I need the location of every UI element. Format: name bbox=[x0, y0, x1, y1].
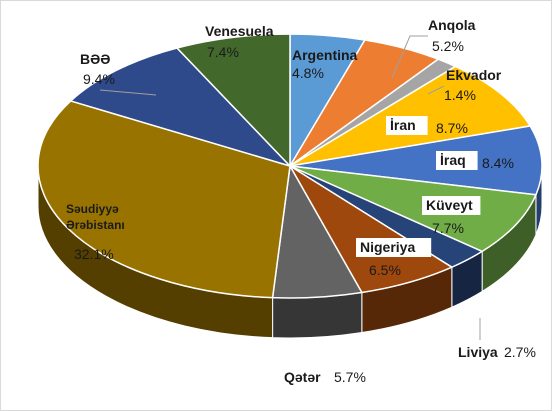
label-name-anqola: Anqola bbox=[428, 17, 476, 33]
pie-slices bbox=[37, 33, 543, 299]
label-name-kuveyt: Küveyt bbox=[426, 197, 473, 213]
pie-slice-kuveyt bbox=[289, 165, 537, 253]
label-value-iran: 8.7% bbox=[436, 120, 468, 136]
label-name-q-t-r: Qətər bbox=[284, 369, 321, 385]
label-box-kuveyt bbox=[422, 196, 481, 215]
label-name-s-udiyy-r-bistan-2: Ərəbistanı bbox=[66, 218, 125, 232]
label-value-iraq: 8.4% bbox=[482, 155, 514, 171]
label-name-nigeriya: Nigeriya bbox=[360, 239, 415, 255]
pie-slice-venesuela bbox=[176, 33, 291, 167]
label-box-nigeriya bbox=[356, 238, 432, 257]
label-box-iran bbox=[386, 116, 428, 135]
pie-slice-iraq bbox=[289, 125, 543, 196]
label-value-venesuela: 7.4% bbox=[207, 44, 239, 60]
label-value-ekvador: 1.4% bbox=[444, 87, 476, 103]
label-value-anqola: 5.2% bbox=[432, 38, 464, 54]
label-value-s-udiyy-r-bistan: 32.1% bbox=[74, 246, 114, 262]
label-value-kuveyt: 7.7% bbox=[432, 220, 464, 236]
label-value-q-t-r: 5.7% bbox=[334, 369, 366, 385]
pie-slice-b bbox=[69, 47, 291, 167]
label-name-liviya: Liviya bbox=[458, 344, 498, 360]
leader-line-anqola bbox=[391, 35, 428, 79]
label-name-s-udiyy-r-bistan-1: Səudiyyə bbox=[66, 202, 119, 216]
label-name-iraq: İraq bbox=[440, 152, 466, 168]
label-name-b: BƏƏ bbox=[80, 51, 110, 67]
label-name-iran: İran bbox=[390, 117, 416, 133]
label-value-b: 9.4% bbox=[83, 71, 115, 87]
label-value-liviya: 2.7% bbox=[504, 344, 536, 360]
label-value-nigeriya: 6.5% bbox=[369, 262, 401, 278]
pie-side-q-t-r bbox=[272, 291, 363, 339]
label-value-argentina: 4.8% bbox=[292, 65, 324, 81]
label-name-argentina: Argentina bbox=[292, 47, 358, 63]
leader-line-b bbox=[99, 89, 157, 96]
pie-slice-s-udiyy-r-bistan bbox=[37, 100, 291, 299]
label-box-iraq bbox=[436, 151, 478, 170]
label-name-ekvador: Ekvador bbox=[446, 67, 502, 83]
data-labels: Argentina 4.8% Anqola 5.2% Ekvador 1.4% İran 8.… bbox=[66, 17, 536, 385]
leader-line-ekvador bbox=[427, 85, 445, 95]
label-name-venesuela: Venesuela bbox=[205, 23, 274, 39]
